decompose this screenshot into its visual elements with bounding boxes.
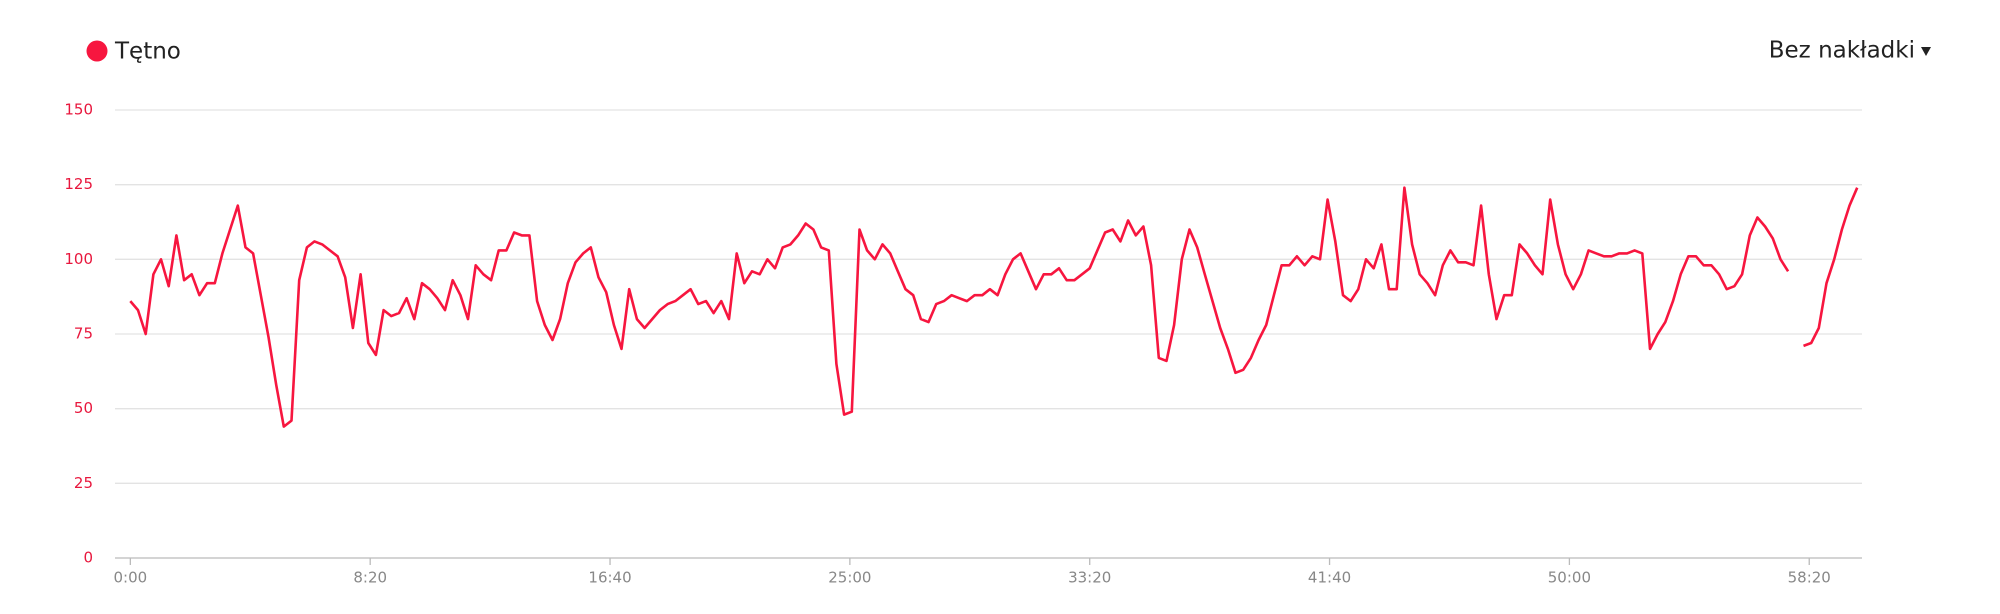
y-tick-label: 25 <box>74 474 93 492</box>
y-tick-label: 150 <box>64 101 93 119</box>
overlay-menu[interactable]: Bez nakładki <box>1769 38 1915 64</box>
x-tick-label: 33:20 <box>1068 569 1111 587</box>
y-tick-label: 0 <box>83 549 93 567</box>
x-tick-label: 41:40 <box>1308 569 1351 587</box>
x-tick-label: 0:00 <box>114 569 148 587</box>
x-tick-label: 8:20 <box>353 569 387 587</box>
y-tick-label: 125 <box>64 175 93 193</box>
y-tick-label: 100 <box>64 250 93 268</box>
x-tick-label: 25:00 <box>828 569 871 587</box>
x-tick-label: 16:40 <box>588 569 631 587</box>
legend-marker <box>86 40 108 62</box>
y-tick-label: 50 <box>74 399 93 417</box>
legend-label: Tętno <box>114 39 181 65</box>
overlay-dropdown[interactable]: Bez nakładki <box>1769 38 1931 64</box>
heart-rate-line <box>129 186 1859 428</box>
x-tick-label: 58:20 <box>1788 569 1831 587</box>
dropdown-arrow[interactable] <box>1921 47 1931 56</box>
x-tick-label: 50:00 <box>1548 569 1591 587</box>
y-tick-label: 75 <box>74 325 93 343</box>
